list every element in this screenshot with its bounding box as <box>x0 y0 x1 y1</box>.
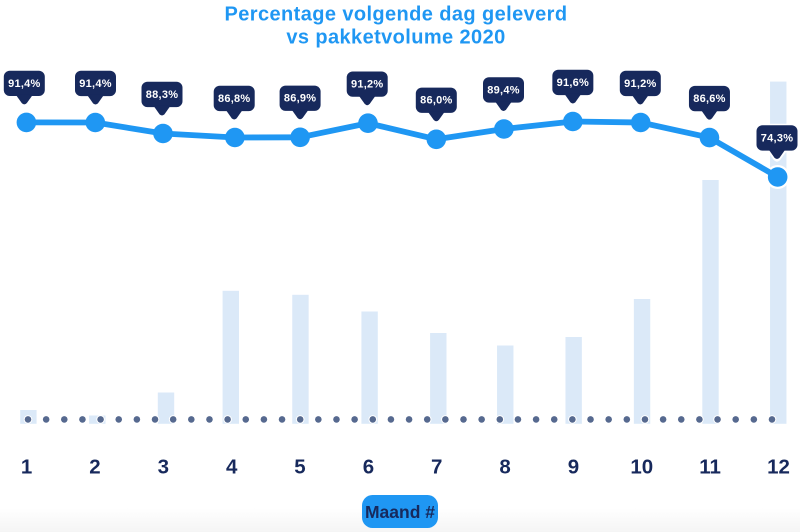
svg-text:86,6%: 86,6% <box>693 93 725 105</box>
svg-text:91,4%: 91,4% <box>8 78 40 90</box>
svg-text:Maand #: Maand # <box>365 502 435 522</box>
svg-text:74,3%: 74,3% <box>761 132 793 144</box>
svg-text:91,2%: 91,2% <box>351 79 383 91</box>
svg-text:91,6%: 91,6% <box>557 77 589 89</box>
svg-text:vs pakketvolume 2020: vs pakketvolume 2020 <box>286 27 505 49</box>
svg-text:86,0%: 86,0% <box>420 95 452 107</box>
svg-text:2: 2 <box>89 456 100 479</box>
svg-text:91,2%: 91,2% <box>624 78 656 90</box>
svg-text:9: 9 <box>568 456 579 479</box>
svg-text:12: 12 <box>767 456 790 479</box>
svg-text:5: 5 <box>294 456 305 479</box>
svg-text:91,4%: 91,4% <box>79 78 111 90</box>
svg-text:86,9%: 86,9% <box>284 93 316 105</box>
svg-text:11: 11 <box>699 456 721 479</box>
svg-text:6: 6 <box>363 456 374 479</box>
svg-text:3: 3 <box>158 456 169 479</box>
svg-text:4: 4 <box>226 456 238 479</box>
svg-text:89,4%: 89,4% <box>487 84 519 96</box>
svg-text:7: 7 <box>431 456 442 479</box>
svg-text:1: 1 <box>21 456 32 479</box>
svg-text:10: 10 <box>630 456 653 479</box>
svg-text:Percentage volgende dag geleve: Percentage volgende dag geleverd <box>225 4 568 26</box>
svg-text:86,8%: 86,8% <box>218 93 250 105</box>
svg-text:8: 8 <box>499 456 510 479</box>
svg-text:88,3%: 88,3% <box>146 89 178 101</box>
